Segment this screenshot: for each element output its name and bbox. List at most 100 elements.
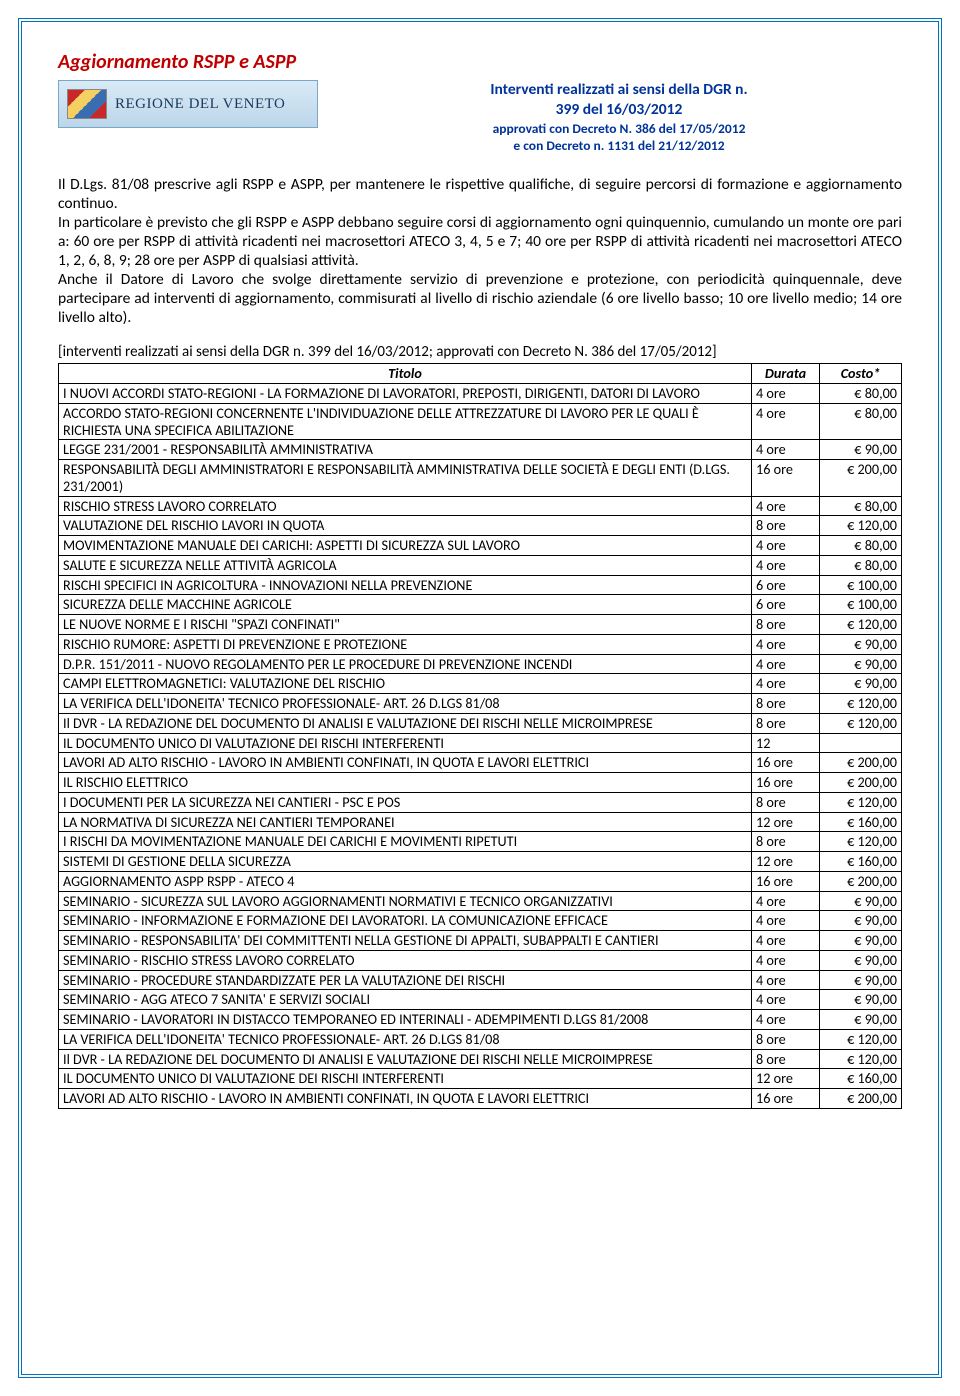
cell-cost: € 120,00 <box>820 694 902 714</box>
cell-cost: € 90,00 <box>820 1010 902 1030</box>
cell-title: VALUTAZIONE DEL RISCHIO LAVORI IN QUOTA <box>59 516 752 536</box>
cell-title: I DOCUMENTI PER LA SICUREZZA NEI CANTIER… <box>59 792 752 812</box>
table-row: LA VERIFICA DELL'IDONEITA' TECNICO PROFE… <box>59 694 902 714</box>
cell-duration: 8 ore <box>752 792 820 812</box>
cell-title: SISTEMI DI GESTIONE DELLA SICUREZZA <box>59 852 752 872</box>
table-row: SALUTE E SICUREZZA NELLE ATTIVITÀ AGRICO… <box>59 555 902 575</box>
col-cost: Costo* <box>820 364 902 384</box>
cell-duration: 12 ore <box>752 1069 820 1089</box>
cell-title: RESPONSABILITÀ DEGLI AMMINISTRATORI E RE… <box>59 460 752 497</box>
cell-title: SEMINARIO - SICUREZZA SUL LAVORO AGGIORN… <box>59 891 752 911</box>
cell-duration: 8 ore <box>752 1049 820 1069</box>
cell-cost: € 80,00 <box>820 496 902 516</box>
cell-title: AGGIORNAMENTO ASPP RSPP - ATECO 4 <box>59 871 752 891</box>
cell-duration: 6 ore <box>752 575 820 595</box>
header-line4: e con Decreto n. 1131 del 21/12/2012 <box>336 137 902 154</box>
table-row: I NUOVI ACCORDI STATO-REGIONI - LA FORMA… <box>59 384 902 404</box>
cell-cost: € 160,00 <box>820 1069 902 1089</box>
cell-duration: 6 ore <box>752 595 820 615</box>
cell-duration: 16 ore <box>752 460 820 497</box>
cell-title: SALUTE E SICUREZZA NELLE ATTIVITÀ AGRICO… <box>59 555 752 575</box>
cell-duration: 12 <box>752 733 820 753</box>
cell-cost: € 100,00 <box>820 595 902 615</box>
cell-title: IL DOCUMENTO UNICO DI VALUTAZIONE DEI RI… <box>59 733 752 753</box>
cell-title: D.P.R. 151/2011 - NUOVO REGOLAMENTO PER … <box>59 654 752 674</box>
table-row: SEMINARIO - INFORMAZIONE E FORMAZIONE DE… <box>59 911 902 931</box>
cell-duration: 16 ore <box>752 1089 820 1109</box>
table-row: I DOCUMENTI PER LA SICUREZZA NEI CANTIER… <box>59 792 902 812</box>
cell-duration: 4 ore <box>752 931 820 951</box>
table-row: Il DVR - LA REDAZIONE DEL DOCUMENTO DI A… <box>59 1049 902 1069</box>
cell-cost <box>820 733 902 753</box>
cell-duration: 4 ore <box>752 950 820 970</box>
cell-cost: € 120,00 <box>820 615 902 635</box>
cell-duration: 4 ore <box>752 384 820 404</box>
cell-cost: € 90,00 <box>820 950 902 970</box>
table-row: IL DOCUMENTO UNICO DI VALUTAZIONE DEI RI… <box>59 733 902 753</box>
cell-duration: 4 ore <box>752 911 820 931</box>
table-row: LA NORMATIVA DI SICUREZZA NEI CANTIERI T… <box>59 812 902 832</box>
table-row: LEGGE 231/2001 - RESPONSABILITÀ AMMINIST… <box>59 440 902 460</box>
cell-cost: € 200,00 <box>820 753 902 773</box>
header-text: Interventi realizzati ai sensi della DGR… <box>336 80 902 154</box>
cell-duration: 8 ore <box>752 516 820 536</box>
body-paragraph: Il D.Lgs. 81/08 prescrive agli RSPP e AS… <box>58 176 902 327</box>
cell-cost: € 90,00 <box>820 891 902 911</box>
table-row: CAMPI ELETTROMAGNETICI: VALUTAZIONE DEL … <box>59 674 902 694</box>
table-row: RISCHI SPECIFICI IN AGRICOLTURA - INNOVA… <box>59 575 902 595</box>
table-row: IL RISCHIO ELETTRICO16 ore€ 200,00 <box>59 773 902 793</box>
cell-cost: € 80,00 <box>820 555 902 575</box>
logo-text: REGIONE DEL VENETO <box>115 96 285 113</box>
table-body: I NUOVI ACCORDI STATO-REGIONI - LA FORMA… <box>59 384 902 1109</box>
cell-cost: € 120,00 <box>820 792 902 812</box>
cell-cost: € 120,00 <box>820 516 902 536</box>
cell-duration: 4 ore <box>752 674 820 694</box>
cell-cost: € 90,00 <box>820 911 902 931</box>
table-caption: [interventi realizzati ai sensi della DG… <box>58 343 902 361</box>
table-row: SEMINARIO - SICUREZZA SUL LAVORO AGGIORN… <box>59 891 902 911</box>
cell-duration: 4 ore <box>752 891 820 911</box>
table-row: MOVIMENTAZIONE MANUALE DEI CARICHI: ASPE… <box>59 536 902 556</box>
table-row: LE NUOVE NORME E I RISCHI "SPAZI CONFINA… <box>59 615 902 635</box>
cell-duration: 4 ore <box>752 496 820 516</box>
table-row: RISCHIO RUMORE: ASPETTI DI PREVENZIONE E… <box>59 634 902 654</box>
cell-title: LEGGE 231/2001 - RESPONSABILITÀ AMMINIST… <box>59 440 752 460</box>
cell-cost: € 80,00 <box>820 536 902 556</box>
cell-title: LA VERIFICA DELL'IDONEITA' TECNICO PROFE… <box>59 694 752 714</box>
cell-duration: 4 ore <box>752 1010 820 1030</box>
cell-duration: 16 ore <box>752 773 820 793</box>
table-row: SICUREZZA DELLE MACCHINE AGRICOLE6 ore€ … <box>59 595 902 615</box>
cell-title: SICUREZZA DELLE MACCHINE AGRICOLE <box>59 595 752 615</box>
cell-title: SEMINARIO - INFORMAZIONE E FORMAZIONE DE… <box>59 911 752 931</box>
cell-cost: € 200,00 <box>820 1089 902 1109</box>
cell-title: CAMPI ELETTROMAGNETICI: VALUTAZIONE DEL … <box>59 674 752 694</box>
cell-title: RISCHI SPECIFICI IN AGRICOLTURA - INNOVA… <box>59 575 752 595</box>
cell-cost: € 90,00 <box>820 674 902 694</box>
cell-cost: € 160,00 <box>820 812 902 832</box>
cell-duration: 16 ore <box>752 753 820 773</box>
cell-duration: 4 ore <box>752 403 820 440</box>
cell-title: ACCORDO STATO-REGIONI CONCERNENTE L'INDI… <box>59 403 752 440</box>
cell-cost: € 200,00 <box>820 773 902 793</box>
cell-duration: 12 ore <box>752 852 820 872</box>
cell-title: RISCHIO STRESS LAVORO CORRELATO <box>59 496 752 516</box>
cell-duration: 4 ore <box>752 634 820 654</box>
table-row: D.P.R. 151/2011 - NUOVO REGOLAMENTO PER … <box>59 654 902 674</box>
header-line3: approvati con Decreto N. 386 del 17/05/2… <box>336 120 902 137</box>
col-title: Titolo <box>59 364 752 384</box>
cell-cost: € 80,00 <box>820 384 902 404</box>
cell-title: LA VERIFICA DELL'IDONEITA' TECNICO PROFE… <box>59 1029 752 1049</box>
table-row: SEMINARIO - RESPONSABILITA' DEI COMMITTE… <box>59 931 902 951</box>
cell-cost: € 80,00 <box>820 403 902 440</box>
cell-title: SEMINARIO - AGG ATECO 7 SANITA' E SERVIZ… <box>59 990 752 1010</box>
table-row: LA VERIFICA DELL'IDONEITA' TECNICO PROFE… <box>59 1029 902 1049</box>
cell-title: Il DVR - LA REDAZIONE DEL DOCUMENTO DI A… <box>59 1049 752 1069</box>
cell-title: LE NUOVE NORME E I RISCHI "SPAZI CONFINA… <box>59 615 752 635</box>
header-row: REGIONE DEL VENETO Interventi realizzati… <box>58 80 902 154</box>
page-title: Aggiornamento RSPP e ASPP <box>58 50 902 74</box>
cell-duration: 8 ore <box>752 832 820 852</box>
cell-title: LA NORMATIVA DI SICUREZZA NEI CANTIERI T… <box>59 812 752 832</box>
table-row: SEMINARIO - PROCEDURE STANDARDIZZATE PER… <box>59 970 902 990</box>
table-row: SEMINARIO - LAVORATORI IN DISTACCO TEMPO… <box>59 1010 902 1030</box>
table-row: VALUTAZIONE DEL RISCHIO LAVORI IN QUOTA8… <box>59 516 902 536</box>
